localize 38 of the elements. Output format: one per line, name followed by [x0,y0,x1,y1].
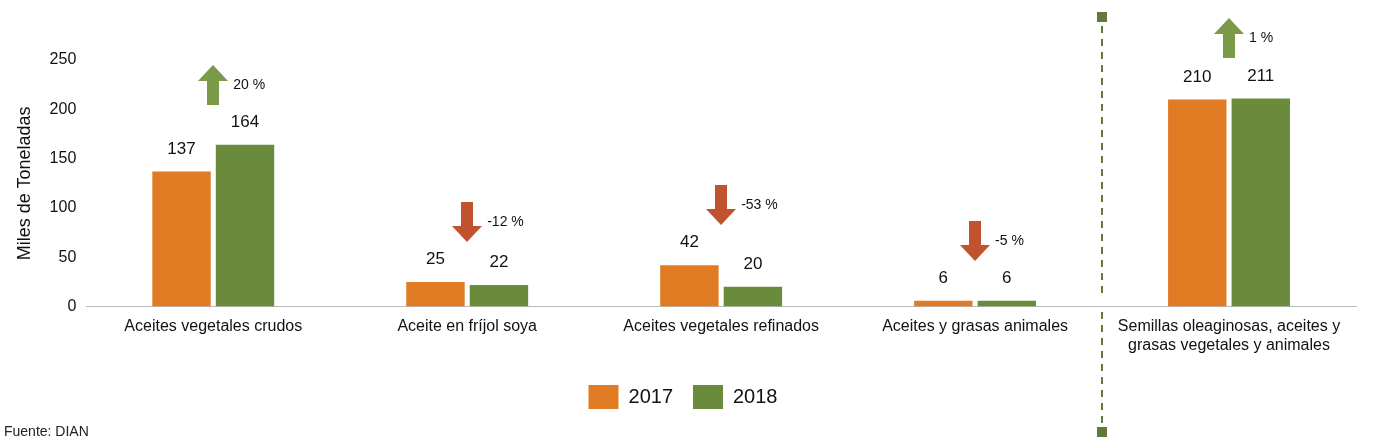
bar [1231,98,1290,307]
x-tick-label: Aceite en fríjol soya [397,316,538,334]
y-tick-label: 100 [49,198,77,216]
text: 1 % [1249,29,1274,46]
legend-label: 2017 [628,384,674,407]
bar [723,286,783,307]
data-label: 164 [230,112,260,132]
bar [469,284,529,307]
source-note: Fuente: DIAN [4,423,89,439]
legend-label: 2018 [733,384,778,407]
bar [215,144,275,307]
y-axis-title: Miles de Toneladas [13,106,34,261]
y-tick-label: 0 [67,297,77,315]
y-tick-label: 250 [49,50,77,68]
bar [406,281,465,307]
y-tick-label: 150 [49,149,77,167]
annotation: -53 % [741,196,778,213]
data-label: 6 [1002,267,1012,287]
data-label: 210 [1183,66,1212,86]
data-label: 25 [426,249,445,269]
bar [152,171,211,307]
annotation: 20 % [233,75,266,92]
data-label: 42 [679,232,699,252]
bar [1168,99,1227,307]
data-label: 211 [1247,65,1275,85]
y-tick-label: 50 [58,247,77,265]
data-label: 22 [489,252,509,272]
x-tick-label: Aceites vegetales crudos [124,316,303,334]
annotation: -12 % [487,212,524,229]
x-tick-label: Aceites vegetales refinados [623,316,819,334]
x-tick-label: Aceites y grasas animales [882,316,1069,334]
bar [660,265,719,307]
data-label: 6 [938,267,949,287]
data-label: 20 [743,254,763,274]
annotation: -5 % [995,231,1024,248]
x-tick-label: Semillas oleaginosas, aceites y grasas vegetales y animales [1117,316,1341,353]
data-label: 137 [167,138,196,158]
y-tick-label: 200 [49,99,77,117]
